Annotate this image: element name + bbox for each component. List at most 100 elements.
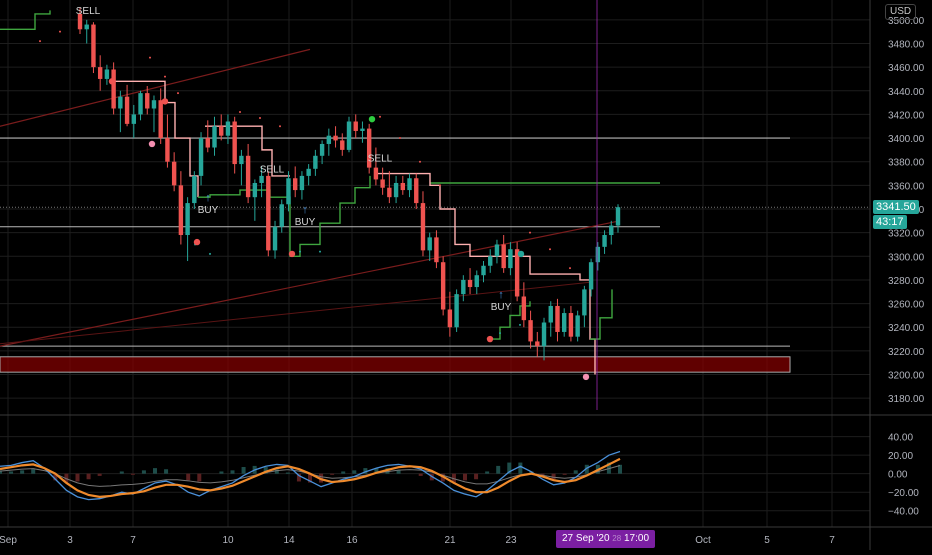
candle-body — [588, 262, 594, 290]
time-tick: 5 — [764, 535, 770, 546]
candle-body — [474, 275, 479, 288]
candle-body — [158, 100, 163, 139]
candle-body — [104, 69, 110, 79]
price-axis[interactable]: 3500.00 3480.00 3460.00 3440.00 3420.00 3400.… — [888, 16, 925, 518]
histogram-bar — [374, 468, 379, 474]
sar-dot — [419, 160, 421, 163]
trend-line — [0, 281, 591, 345]
candle-body — [171, 161, 177, 186]
crosshair-time: 17:00 — [623, 533, 650, 544]
candle-body — [393, 182, 399, 198]
histogram-bar — [241, 467, 246, 474]
candle-body — [131, 114, 136, 124]
histogram-bar — [0, 470, 2, 474]
time-tick: 3 — [67, 535, 73, 546]
candle-body — [555, 305, 560, 332]
candle-body — [488, 256, 493, 266]
oscillator — [0, 450, 622, 501]
histogram-bar — [64, 473, 69, 483]
histogram-bar — [130, 473, 135, 475]
candle-body — [299, 175, 305, 191]
candle-body — [407, 178, 412, 191]
histogram-bar — [296, 473, 301, 482]
candle-body — [77, 13, 83, 30]
histogram-bar — [507, 462, 512, 474]
histogram-bar — [562, 473, 567, 475]
candle-body — [373, 167, 379, 180]
candle-body — [286, 178, 291, 205]
price-tick: 3260.00 — [888, 300, 925, 311]
price-tick: 3280.00 — [888, 276, 925, 287]
time-tick: 16 — [346, 535, 358, 546]
sar-dot — [569, 267, 571, 270]
candle-body — [84, 24, 89, 30]
histogram-bar — [153, 468, 157, 474]
histogram-bar — [551, 473, 556, 480]
price-tick: 3500.00 — [888, 16, 925, 27]
price-tick: 3200.00 — [888, 371, 925, 382]
candle-body — [111, 69, 116, 109]
signal-label: SELL — [368, 154, 393, 165]
candle-body — [212, 126, 217, 148]
histogram-bar — [330, 473, 335, 475]
stop-line-support — [0, 10, 51, 30]
candle-body — [366, 128, 372, 168]
last-price-badge: 3341.50 — [873, 200, 919, 214]
horizontal-levels[interactable] — [0, 137, 870, 347]
candle-body — [360, 128, 365, 131]
signal-dot — [193, 238, 201, 246]
candle-body — [91, 24, 96, 68]
oscillator-d-line — [0, 457, 621, 498]
bar-countdown-badge: 43:17 — [873, 215, 907, 229]
histogram-bar — [308, 473, 312, 483]
candle-body — [514, 249, 520, 297]
candle-body — [225, 121, 231, 136]
candle-body — [272, 226, 278, 251]
signal-arrow-icon: ↑ — [498, 289, 504, 301]
candle-body — [245, 155, 251, 198]
candle-body — [340, 140, 345, 150]
candle-body — [454, 294, 459, 328]
candle-body — [97, 67, 103, 79]
candle-body — [319, 143, 325, 156]
candle-body — [138, 93, 143, 115]
histogram-bar — [573, 470, 578, 474]
signal-label: BUY — [198, 205, 219, 216]
histogram-bar — [31, 469, 36, 474]
histogram-bar — [341, 471, 346, 474]
candle-body — [427, 237, 432, 251]
signal-dot — [108, 78, 116, 85]
crosshair-hidden-digit: 28 — [612, 534, 622, 543]
time-tick: 21 — [444, 535, 456, 546]
oscillator-tick: 0.00 — [888, 470, 908, 481]
candle-body — [615, 207, 621, 226]
candle-body — [575, 315, 580, 337]
price-tick: 3400.00 — [888, 134, 925, 145]
candle-body — [293, 178, 298, 191]
histogram-bar — [197, 473, 202, 482]
price-tick: 3220.00 — [888, 347, 925, 358]
sar-dot — [279, 125, 281, 128]
signal-dot — [148, 140, 156, 148]
candle-body — [306, 168, 311, 176]
histogram-bar — [86, 473, 91, 480]
trend-line — [0, 48, 311, 127]
currency-badge[interactable]: USD — [885, 4, 917, 20]
oscillator-tick: −20.00 — [888, 488, 919, 499]
candle-body — [602, 235, 607, 247]
candle-body — [192, 175, 197, 204]
oscillator-k-line — [0, 450, 621, 501]
sar-dot — [209, 252, 211, 255]
price-tick: 3460.00 — [888, 63, 925, 74]
stop-line-support — [198, 175, 371, 257]
candle-body — [124, 96, 130, 124]
candle-body — [266, 175, 271, 251]
candle-body — [118, 96, 123, 109]
time-axis[interactable]: Sep 3 7 10 14 16 21 23 Oct 5 7 — [0, 535, 835, 546]
candle-body — [501, 244, 506, 269]
histogram-bar — [584, 464, 589, 474]
candle-body — [481, 265, 486, 276]
